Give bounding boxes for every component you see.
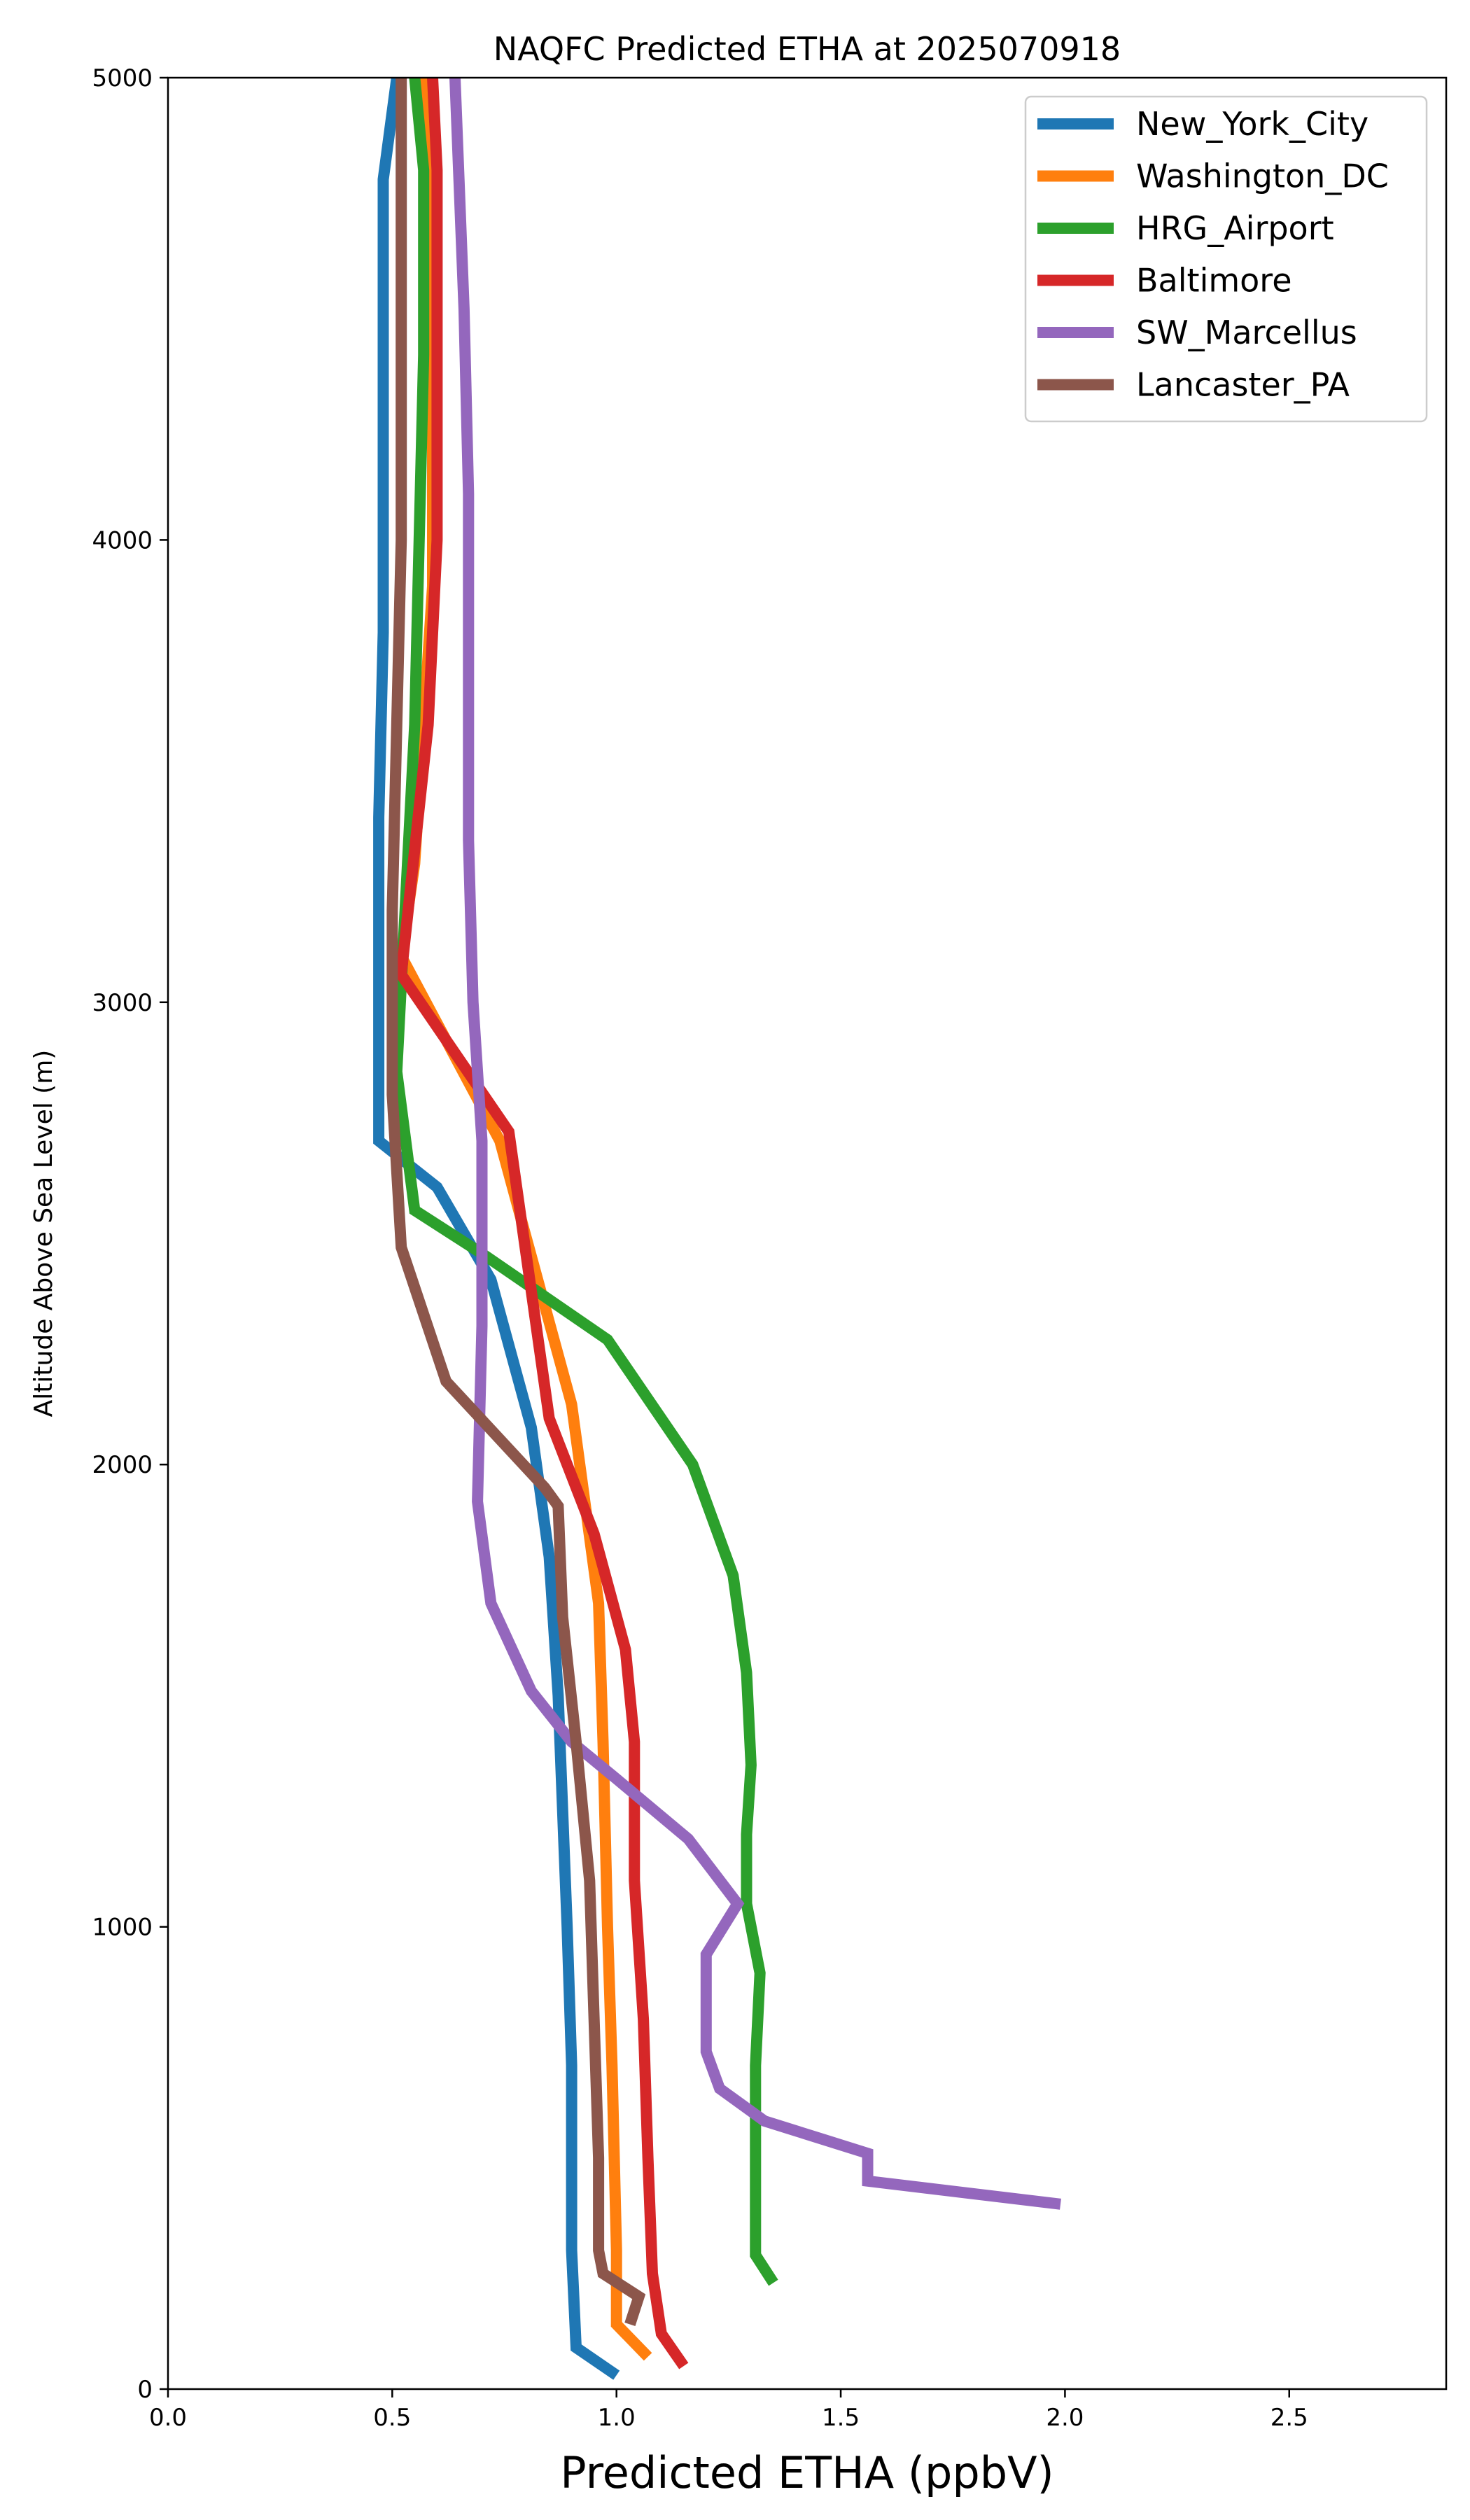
y-tick-label: 4000 xyxy=(92,526,153,554)
y-axis: 0 1000 2000 3000 4000 5000 xyxy=(92,64,168,2404)
x-tick-label: 0.0 xyxy=(149,2404,187,2432)
legend-label: Lancaster_PA xyxy=(1136,366,1350,404)
x-axis-label: Predicted ETHA (ppbV) xyxy=(560,2447,1054,2498)
legend-box xyxy=(1024,95,1428,423)
x-tick-label: 2.0 xyxy=(1046,2404,1084,2432)
legend-label: New_York_City xyxy=(1136,105,1368,143)
y-tick-label: 5000 xyxy=(92,64,153,92)
x-axis: 0.0 0.5 1.0 1.5 2.0 2.5 xyxy=(149,2389,1308,2432)
series-line-hrg-airport xyxy=(391,77,778,2286)
series-line-baltimore xyxy=(395,77,689,2370)
legend-items: New_York_City Washington_DC HRG_Airport Bal… xyxy=(1037,105,1389,404)
plot-frame xyxy=(167,76,1448,2390)
legend-label: SW_Marcellus xyxy=(1136,314,1357,351)
chart-title: NAQFC Predicted ETHA at 2025070918 xyxy=(493,30,1121,68)
y-axis-label: Altitude Above Sea Level (m) xyxy=(29,1050,58,1418)
x-tick-label: 1.0 xyxy=(598,2404,636,2432)
y-tick-label: 1000 xyxy=(92,1914,153,1942)
x-tick-label: 0.5 xyxy=(373,2404,411,2432)
y-tick-label: 2000 xyxy=(92,1451,153,1479)
legend-label: Washington_DC xyxy=(1136,158,1389,195)
plot-area xyxy=(167,76,1448,2390)
x-tick-label: 1.5 xyxy=(822,2404,860,2432)
series-line-lancaster-pa xyxy=(386,78,646,2326)
series-layer xyxy=(373,76,1061,2380)
y-tick-label: 3000 xyxy=(92,989,153,1017)
legend-label: Baltimore xyxy=(1136,262,1292,300)
legend: New_York_City Washington_DC HRG_Airport Bal… xyxy=(1024,95,1428,423)
x-tick-label: 2.5 xyxy=(1270,2404,1308,2432)
series-line-new-york-city xyxy=(373,76,620,2380)
legend-label: HRG_Airport xyxy=(1136,209,1334,247)
plot-background xyxy=(168,78,1446,2389)
y-tick-label: 0 xyxy=(137,2376,153,2404)
